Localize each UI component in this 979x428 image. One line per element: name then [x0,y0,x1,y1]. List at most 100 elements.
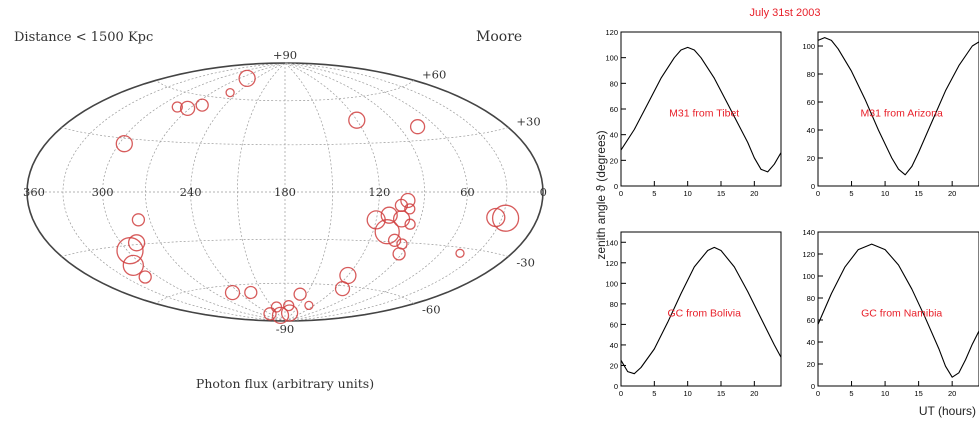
zenith-xlabel: UT (hours) [919,404,976,418]
sky-source-marker [131,213,146,227]
zenith-ytick-label: 20 [807,360,815,369]
zenith-ytick-label: 0 [614,382,618,391]
zenith-xtick-label: 20 [948,389,956,398]
zenith-xtick-label: 5 [849,189,853,198]
zenith-ytick-label: 60 [610,105,618,114]
sky-source-marker [280,304,299,322]
sky-source-marker [224,284,241,301]
zenith-ytick-label: 120 [605,259,618,268]
sky-source-marker [293,287,307,301]
sky-latitude-tick-label: +60 [422,67,446,81]
zenith-ytick-label: 100 [802,272,815,281]
sky-source-marker [387,233,402,247]
zenith-xtick-label: 10 [684,389,692,398]
zenith-ytick-label: 100 [605,279,618,288]
zenith-xtick-label: 5 [849,389,853,398]
sky-map-grid [26,62,544,322]
sky-longitude-tick-label: 120 [368,185,390,199]
zenith-ytick-label: 20 [807,154,815,163]
sky-map-ticks: 360 300 240 180 120 60 0 +90 +60 +30 -30 -60 -90 [23,48,547,336]
sky-source-marker [283,299,295,312]
sky-source-marker [374,219,400,245]
zenith-xtick-label: 10 [881,389,889,398]
sky-source-marker [244,285,258,300]
zenith-ytick-label: 20 [610,362,618,371]
sky-source-marker [271,306,290,325]
sky-source-marker [409,119,426,135]
zenith-suptitle: July 31st 2003 [750,7,821,19]
zenith-xtick-label: 20 [750,189,758,198]
zenith-xtick-label: 5 [652,389,656,398]
sky-source-marker [380,206,398,224]
sky-longitude-tick-label: 0 [540,185,547,199]
zenith-xtick-label: 10 [881,189,889,198]
sky-parallel [155,282,415,304]
zenith-xtick-label: 15 [717,189,725,198]
sky-latitude-tick-label: -60 [422,303,441,317]
sky-source-marker [304,300,314,311]
zenith-ylabel: zenith angle ϑ (degrees) [594,130,608,259]
zenith-curve [620,246,782,375]
zenith-ytick-label: 140 [605,238,618,247]
sky-longitude-tick-label: 300 [92,185,114,199]
zenith-panel-label: GC from Namibia [861,308,942,320]
zenith-xtick-label: 15 [914,389,922,398]
zenith-ytick-label: 40 [610,341,618,350]
sky-source-marker [122,254,144,277]
zenith-panel-frame [817,31,979,187]
zenith-ytick-label: 80 [610,300,618,309]
sky-longitude-tick-label: 240 [180,185,202,199]
zenith-xtick-label: 0 [619,189,623,198]
zenith-ytick-label: 80 [610,79,618,88]
sky-latitude-tick-label: +90 [273,48,297,62]
zenith-ytick-label: 80 [807,70,815,79]
zenith-ytick-label: 0 [811,182,815,191]
sky-latitude-tick-label: +30 [516,115,540,129]
sky-source-marker [404,218,416,230]
sky-latitude-tick-label: -30 [516,256,535,270]
zenith-panel-frame [620,231,782,387]
zenith-ytick-label: 100 [802,42,815,51]
zenith-ytick-label: 20 [610,156,618,165]
zenith-xtick-label: 20 [948,189,956,198]
zenith-ytick-label: 140 [802,228,815,237]
sky-source-marker [455,248,465,258]
sky-source-marker [171,101,183,113]
sky-source-marker [270,301,283,313]
sky-map-xlabel: Photon flux (arbitrary units) [196,376,374,391]
sky-source-marker [115,135,133,153]
zenith-xtick-label: 0 [816,389,820,398]
zenith-xtick-label: 10 [684,189,692,198]
zenith-xtick-label: 0 [619,389,623,398]
zenith-panel: 0 20 40 60 80 100 120 140 0 5 10 15 20 GC from Bolivi… [605,231,782,398]
sky-source-marker [404,203,416,215]
sky-map-points [115,69,520,325]
sky-source-marker [138,270,152,284]
zenith-panel-label: M31 from Arizona [861,108,943,120]
zenith-panel: 0 20 40 60 80 100 0 5 10 15 20 M31 from Arizona [802,31,979,198]
sky-source-marker [348,111,366,129]
sky-longitude-tick-label: 180 [274,185,296,199]
sky-source-marker [127,234,146,252]
zenith-ytick-label: 60 [807,316,815,325]
zenith-ytick-label: 60 [807,98,815,107]
zenith-curve [620,46,782,173]
zenith-ytick-label: 40 [807,338,815,347]
sky-source-marker [486,207,506,228]
sky-longitude-tick-label: 360 [23,185,45,199]
sky-source-marker [179,100,196,117]
zenith-ytick-label: 0 [811,382,815,391]
zenith-ytick-label: 120 [605,28,618,37]
sky-map-chart: 360 300 240 180 120 60 0 +90 +60 +30 -30 -60 -90 Dis… [14,29,547,391]
sky-source-marker [238,69,256,88]
zenith-panel-label: GC from Bolivia [667,308,741,320]
sky-parallel [155,80,415,102]
zenith-ytick-label: 120 [802,250,815,259]
sky-meridian [284,62,468,322]
sky-parallel [61,127,509,146]
sky-source-marker [225,87,235,98]
zenith-panel: 0 20 40 60 80 100 120 140 0 5 10 15 20 GC from Namibi… [802,228,979,398]
